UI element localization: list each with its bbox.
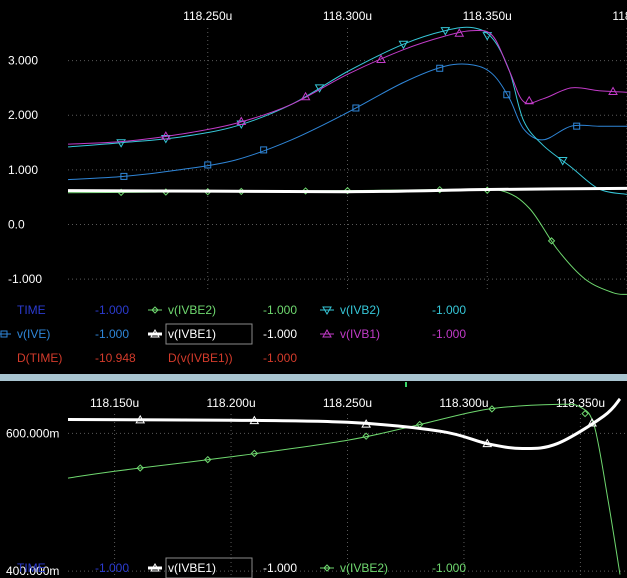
series-marker bbox=[587, 417, 597, 427]
series-marker bbox=[436, 185, 444, 194]
legend-v-ivbe1-selection-box[interactable] bbox=[165, 557, 253, 578]
legend-v-ivbe1-marker-icon bbox=[150, 562, 160, 572]
legend-d-time-name: D(TIME) bbox=[17, 351, 62, 365]
series-marker bbox=[250, 449, 259, 458]
legend-v-ivbe2-marker-icon bbox=[151, 306, 159, 314]
series-v-ive- bbox=[67, 63, 627, 181]
legend-v-ivbe2-value: -1.000 bbox=[432, 561, 466, 575]
legend-d-time-value: -10.948 bbox=[95, 351, 136, 365]
series-line bbox=[67, 63, 627, 181]
series-marker bbox=[440, 27, 451, 36]
x-tick-label: 118.350u bbox=[463, 9, 512, 23]
divider-marker bbox=[405, 382, 407, 387]
series-marker bbox=[454, 28, 465, 37]
series-marker bbox=[581, 409, 589, 418]
series-v-ivbe1- bbox=[67, 397, 622, 451]
series-marker bbox=[116, 139, 126, 148]
series-v-ivb1- bbox=[67, 28, 627, 145]
legend-v-ivbe1-value: -1.000 bbox=[263, 561, 297, 575]
series-marker bbox=[352, 104, 360, 112]
series-marker bbox=[573, 122, 581, 130]
series-marker bbox=[260, 146, 268, 154]
series-marker bbox=[204, 161, 212, 169]
y-tick-label: 2.000 bbox=[8, 108, 38, 122]
y-tick-label: 1.000 bbox=[8, 163, 38, 177]
legend-v-ivbe1-name: v(IVBE1) bbox=[168, 327, 216, 341]
series-line bbox=[67, 186, 627, 194]
legend-time-name: TIME bbox=[17, 303, 46, 317]
legend-v-ivbe1-value: -1.000 bbox=[263, 327, 297, 341]
legend-v-ivb1-marker-icon bbox=[322, 328, 332, 338]
grid-panel-1 bbox=[68, 414, 627, 578]
series-line bbox=[67, 26, 627, 195]
series-marker bbox=[398, 40, 409, 50]
series-marker bbox=[362, 432, 370, 440]
series-v-ivbe1- bbox=[67, 186, 627, 194]
legend-v-ivbe2-name: v(IVBE2) bbox=[168, 303, 216, 317]
series-marker bbox=[361, 419, 371, 428]
grid-panel-0 bbox=[68, 28, 627, 290]
legend-time-value: -1.000 bbox=[95, 561, 129, 575]
series-marker bbox=[482, 438, 493, 448]
x-tick-label: 118.250u bbox=[323, 396, 372, 410]
series-line bbox=[67, 29, 627, 145]
legend-time-value: -1.000 bbox=[95, 303, 129, 317]
series-marker bbox=[236, 116, 247, 126]
legend-d-v-ivbe1-value: -1.000 bbox=[263, 351, 297, 365]
series-marker bbox=[343, 186, 352, 195]
legend-v-ive-value: -1.000 bbox=[95, 327, 129, 341]
panel-divider[interactable] bbox=[0, 374, 627, 381]
legend-v-ivbe2-name: v(IVBE2) bbox=[340, 561, 388, 575]
series-v-ivbe2- bbox=[67, 403, 621, 575]
series-marker bbox=[436, 64, 444, 72]
legend-v-ivb1-value: -1.000 bbox=[432, 327, 466, 341]
series-marker bbox=[524, 95, 535, 105]
series-marker bbox=[136, 464, 144, 472]
series-marker bbox=[547, 237, 556, 245]
legend-v-ivbe2-value: -1.000 bbox=[263, 303, 297, 317]
legend-v-ivbe1-marker-icon bbox=[150, 328, 160, 338]
legend-d-v-ivbe1-name: D(v(IVBE1)) bbox=[168, 351, 233, 365]
series-marker bbox=[160, 131, 171, 140]
series-line bbox=[67, 403, 621, 575]
y-tick-label: 3.000 bbox=[8, 54, 38, 68]
legend-v-ivbe2-marker-icon bbox=[323, 564, 331, 572]
series-marker bbox=[301, 187, 310, 195]
legend-v-ivb2-name: v(IVB2) bbox=[340, 303, 380, 317]
series-marker bbox=[557, 157, 568, 166]
legend-v-ivb1-name: v(IVB1) bbox=[340, 327, 380, 341]
y-tick-label: -1.000 bbox=[8, 272, 42, 286]
x-tick-label: 118.200u bbox=[206, 396, 255, 410]
series-marker bbox=[503, 91, 511, 99]
x-tick-label: 118.4 bbox=[612, 9, 627, 23]
series-marker bbox=[488, 405, 496, 413]
series-marker bbox=[608, 86, 618, 95]
x-tick-label: 118.300u bbox=[439, 396, 488, 410]
legend-v-ive-name: v(IVE) bbox=[17, 327, 50, 341]
y-tick-label: 0.0 bbox=[8, 217, 25, 231]
y-tick-label: 400.000m bbox=[6, 564, 59, 578]
series-marker bbox=[249, 415, 260, 425]
y-tick-label: 600.000m bbox=[6, 426, 59, 440]
x-tick-label: 118.250u bbox=[183, 9, 232, 23]
x-tick-label: 118.350u bbox=[556, 396, 605, 410]
series-marker bbox=[300, 91, 311, 101]
legend-v-ive-marker-icon bbox=[0, 330, 8, 338]
series-marker bbox=[204, 455, 212, 464]
legend-v-ivbe1-selection-box[interactable] bbox=[165, 323, 253, 345]
series-marker bbox=[376, 54, 386, 64]
x-tick-label: 118.300u bbox=[323, 9, 372, 23]
legend-v-ivb2-marker-icon bbox=[322, 306, 332, 316]
series-line bbox=[67, 397, 622, 451]
series-marker bbox=[135, 414, 146, 424]
series-marker bbox=[482, 32, 493, 41]
legend-v-ivbe1-name: v(IVBE1) bbox=[168, 561, 216, 575]
legend-v-ivb2-value: -1.000 bbox=[432, 303, 466, 317]
legend-time-name: TIME bbox=[17, 561, 46, 575]
series-marker bbox=[120, 172, 128, 180]
x-tick-label: 118.150u bbox=[90, 396, 139, 410]
